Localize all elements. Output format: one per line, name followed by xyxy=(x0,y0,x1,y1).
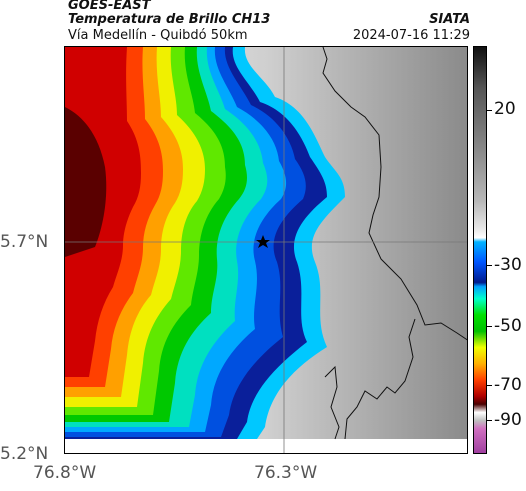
cbar-label-20: 20 xyxy=(494,99,516,119)
lon-label-76-8: 76.8°W xyxy=(33,463,97,483)
satellite-title: GOES-EAST xyxy=(68,0,151,13)
route-subtitle: Vía Medellín - Quibdó 50km xyxy=(68,28,248,43)
lat-label-5-7: 5.7°N xyxy=(0,232,49,252)
border-line-south xyxy=(344,318,416,440)
lat-label-5-2: 5.2°N xyxy=(0,444,49,464)
cbar-tick xyxy=(487,420,492,421)
satellite-map xyxy=(64,46,468,454)
cbar-label-minus70: -70 xyxy=(494,375,522,395)
datetime-label: 2024-07-16 11:29 xyxy=(352,28,470,43)
cbar-label-minus50: -50 xyxy=(494,316,522,336)
location-marker-icon xyxy=(256,235,270,248)
lon-label-76-3: 76.3°W xyxy=(254,463,318,483)
cbar-tick xyxy=(487,326,492,327)
cbar-tick xyxy=(487,110,492,111)
product-title: Temperatura de Brillo CH13 xyxy=(68,12,271,27)
temperature-colorbar xyxy=(473,46,487,454)
border-line xyxy=(322,47,467,341)
map-svg xyxy=(65,47,467,453)
org-label: SIATA xyxy=(429,12,470,27)
cbar-tick xyxy=(487,265,492,266)
cbar-tick xyxy=(487,385,492,386)
cbar-label-minus90: -90 xyxy=(494,410,522,430)
river-line xyxy=(324,365,340,440)
cbar-label-minus30: -30 xyxy=(494,255,522,275)
